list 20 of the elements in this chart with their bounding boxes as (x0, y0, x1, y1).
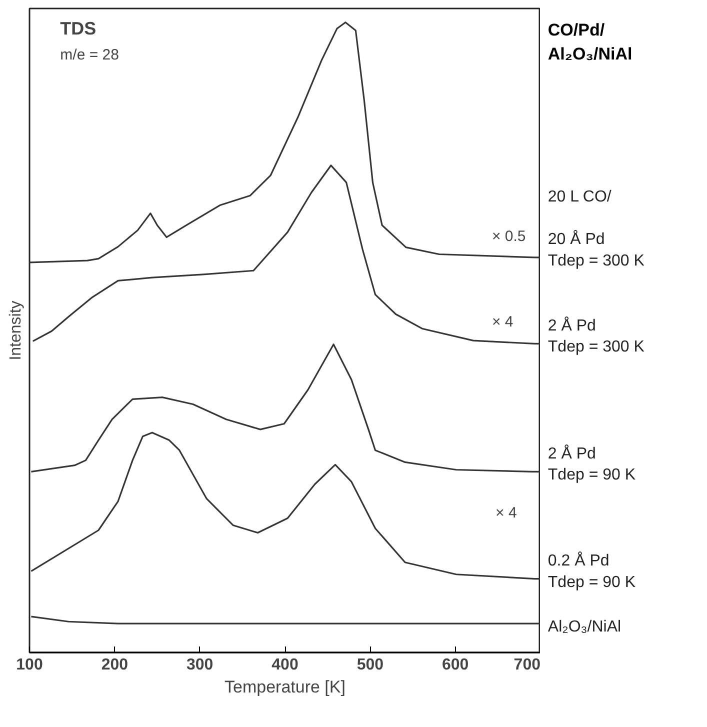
text: m/e = 28 (60, 46, 119, 64)
x-tick-label: 200 (101, 656, 128, 674)
series-label: 2 Å Pd Tdep = 90 K (548, 444, 636, 484)
x-tick-label: 300 (186, 656, 214, 674)
text: 20 L CO/ 20 Å Pd Tdep = 300 K (548, 188, 644, 270)
x-axis-title: Temperature [K] (224, 678, 346, 696)
series-label: 2 Å Pd Tdep = 300 K (548, 316, 645, 356)
annotation: × 4 (496, 504, 517, 522)
legend-title: CO/Pd/ Al₂O₃/NiAl (548, 20, 632, 64)
chart-title: TDS (60, 18, 96, 38)
annotation: × 4 (492, 314, 514, 331)
annotation: × 0.5 (492, 228, 526, 245)
series-label: 0.2 Å Pd Tdep = 90 K (548, 552, 636, 591)
x-tick-label: 600 (442, 656, 469, 674)
x-tick-label: 500 (356, 656, 384, 674)
y-axis-title: Intensity (8, 300, 24, 360)
series-label: Al₂O₃/NiAl (548, 618, 622, 636)
x-tick-label: 100 (16, 656, 43, 674)
x-tick-label: 400 (272, 656, 298, 674)
x-tick-label: 700 (514, 656, 541, 674)
